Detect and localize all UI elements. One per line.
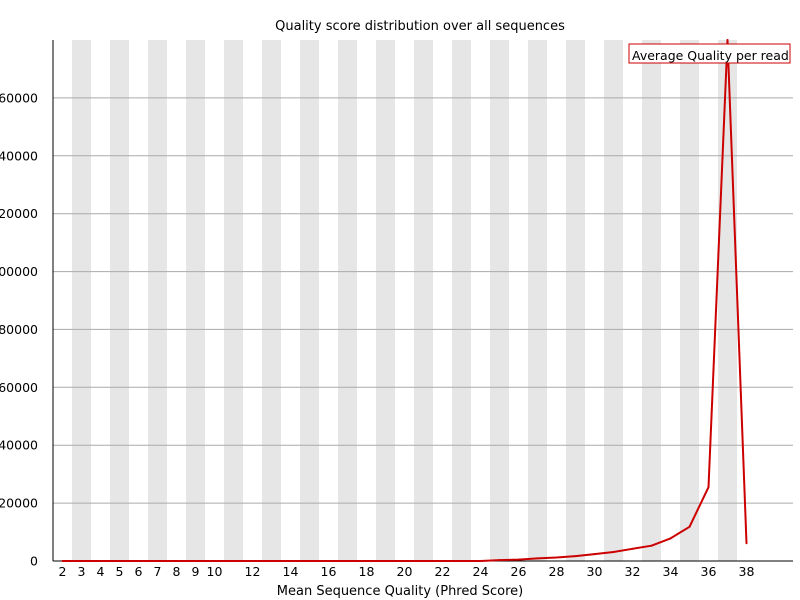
x-tick-label: 10 <box>207 564 223 579</box>
data-point <box>517 558 520 561</box>
x-tick-label: 28 <box>549 564 565 579</box>
background-band <box>452 40 471 561</box>
data-point <box>498 559 501 562</box>
background-band <box>110 40 129 561</box>
background-band <box>566 40 585 561</box>
legend-box <box>628 43 791 64</box>
x-tick-label: 16 <box>321 564 337 579</box>
data-point <box>460 560 463 562</box>
x-tick-labels: 2 3 4 5 6 7 8 9 10 12 14 16 18 20 22 24 26 28 30 32 34 36 38 <box>59 564 755 579</box>
background-band <box>186 40 205 561</box>
series-group <box>61 39 748 562</box>
data-point <box>593 553 596 556</box>
x-tick-label: 2 <box>59 564 67 579</box>
background-band <box>680 40 699 561</box>
y-tick-label: 140000 <box>0 148 38 163</box>
y-tick-label: 0 <box>30 554 38 569</box>
y-tick-label: 20000 <box>0 496 38 511</box>
legend: Average Quality per read <box>628 43 791 64</box>
chart-title: Quality score distribution over all sequ… <box>275 19 565 34</box>
x-tick-label: 7 <box>154 564 162 579</box>
x-tick-label: 34 <box>663 564 679 579</box>
data-point <box>441 560 444 562</box>
data-point <box>365 560 368 562</box>
y-tick-label: 160000 <box>0 90 38 105</box>
x-tick-label: 20 <box>397 564 413 579</box>
background-band <box>376 40 395 561</box>
data-point <box>745 542 748 545</box>
data-point <box>61 560 64 562</box>
data-point <box>137 560 140 562</box>
x-tick-label: 6 <box>135 564 143 579</box>
x-tick-label: 9 <box>192 564 200 579</box>
data-point <box>384 560 387 562</box>
data-point <box>156 560 159 562</box>
data-point <box>327 560 330 562</box>
data-point <box>688 525 691 528</box>
background-band <box>604 40 623 561</box>
x-tick-label: 26 <box>511 564 527 579</box>
data-point <box>251 560 254 562</box>
data-point <box>707 486 710 489</box>
data-point <box>194 560 197 562</box>
background-band <box>718 40 737 561</box>
y-tick-label: 40000 <box>0 438 38 453</box>
x-tick-label: 4 <box>97 564 105 579</box>
x-tick-label: 14 <box>283 564 299 579</box>
x-tick-label: 38 <box>739 564 755 579</box>
x-axis-title: Mean Sequence Quality (Phred Score) <box>277 584 523 599</box>
data-point <box>346 560 349 562</box>
x-tick-label: 36 <box>701 564 717 579</box>
background-band <box>338 40 357 561</box>
data-point <box>612 551 615 553</box>
background-band <box>642 40 661 561</box>
x-tick-label: 30 <box>587 564 603 579</box>
y-tick-label: 60000 <box>0 380 38 395</box>
data-point <box>289 560 292 562</box>
data-point <box>403 560 406 562</box>
data-point <box>232 560 235 562</box>
x-tick-label: 22 <box>435 564 451 579</box>
data-point <box>80 560 83 562</box>
data-point <box>631 547 634 550</box>
data-point <box>479 560 482 562</box>
background-band <box>490 40 509 561</box>
background-band <box>300 40 319 561</box>
data-point <box>270 560 273 562</box>
y-tick-labels: 0 20000 40000 60000 80000 100000 120000 140000 1… <box>0 90 38 568</box>
background-band <box>148 40 167 561</box>
data-point <box>669 537 672 540</box>
alternating-bands <box>72 40 737 561</box>
data-point <box>574 555 577 558</box>
background-band <box>528 40 547 561</box>
gridlines <box>53 97 793 504</box>
data-point <box>99 560 102 562</box>
background-band <box>72 40 91 561</box>
data-point <box>422 560 425 562</box>
data-point <box>555 556 558 559</box>
data-point <box>308 560 311 562</box>
data-point <box>118 560 121 562</box>
y-tick-label: 80000 <box>0 322 38 337</box>
x-tick-label: 8 <box>173 564 181 579</box>
x-tick-label: 3 <box>78 564 86 579</box>
y-tick-label: 120000 <box>0 206 38 221</box>
data-point <box>175 560 178 562</box>
legend-label: Average Quality per read <box>632 48 789 63</box>
x-tick-label: 12 <box>245 564 261 579</box>
x-tick-label: 24 <box>473 564 489 579</box>
x-tick-label: 5 <box>116 564 124 579</box>
y-tick-label: 100000 <box>0 264 38 279</box>
background-band <box>224 40 243 561</box>
data-point <box>213 560 216 562</box>
background-band <box>262 40 281 561</box>
background-band <box>414 40 433 561</box>
x-tick-label: 18 <box>359 564 375 579</box>
x-tick-label: 32 <box>625 564 641 579</box>
data-point <box>726 39 729 41</box>
data-point <box>650 544 653 547</box>
data-point <box>536 557 539 560</box>
